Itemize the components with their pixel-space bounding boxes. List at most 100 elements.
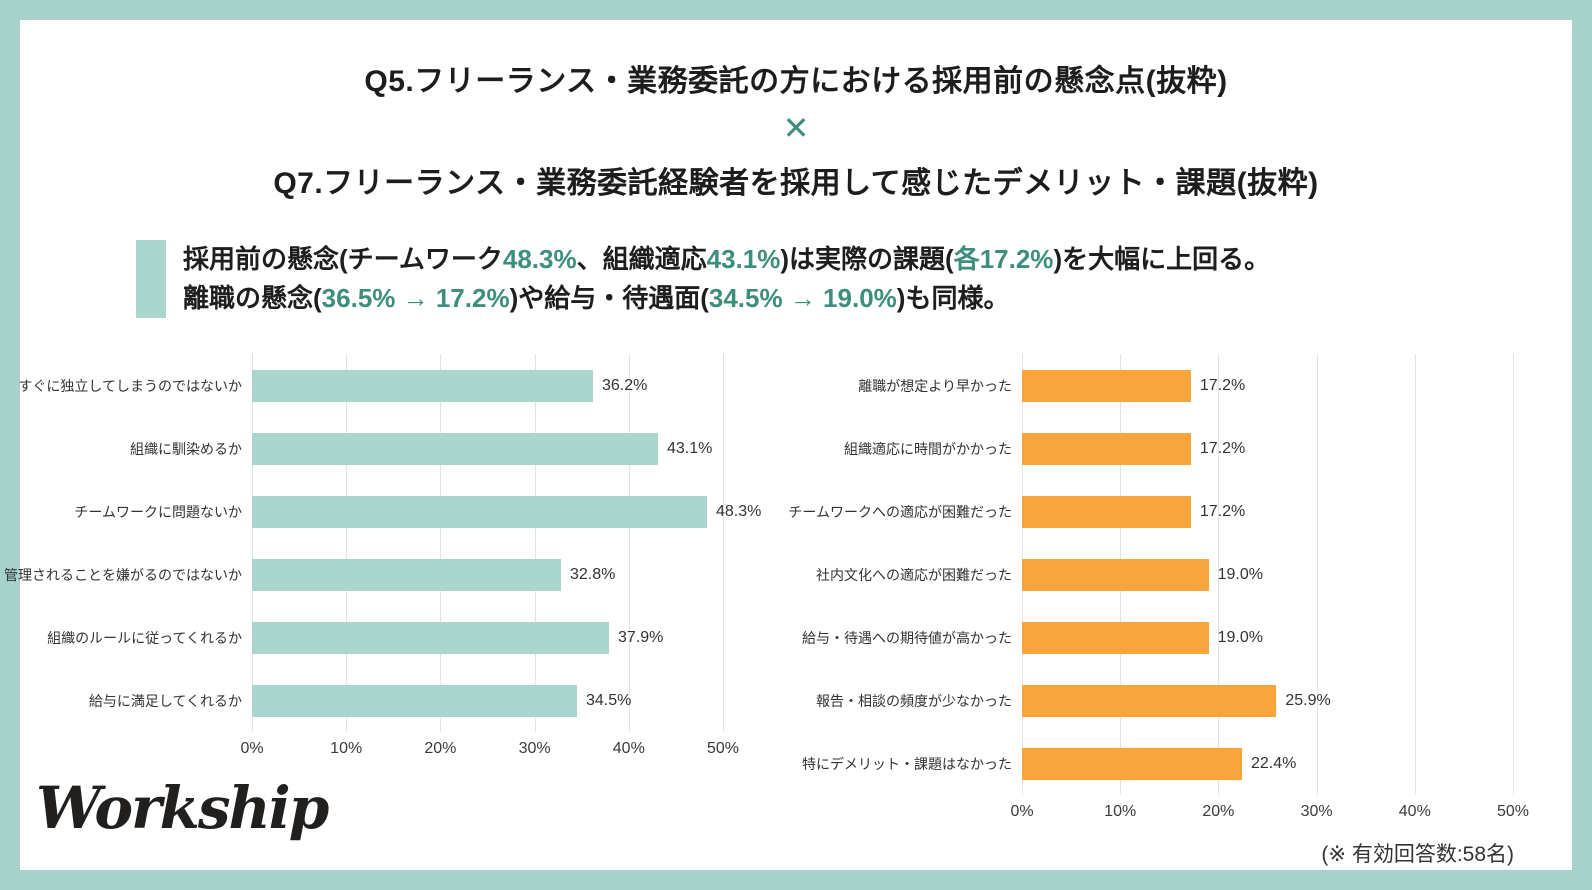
axis-tick: 50% [706,740,740,757]
bar-row: 34.5% [252,669,723,732]
gridline [1414,354,1416,795]
q5-title: Q5.フリーランス・業務委託の方における採用前の懸念点(抜粋) [364,65,1228,98]
category-label: 特にデメリット・課題はなかった [802,755,1012,772]
summary-highlight-value: 48.3% [502,244,577,274]
bar [252,432,658,465]
bars-and-grid: 17.2% 17.2% 17.2% 19.0% 19.0% 25.9% 22.4% [1022,354,1514,795]
summary-accent-bar [136,240,166,318]
bar-value-label: 25.9% [1285,691,1331,709]
valid-responses-note: (※ 有効回答数:58名) [1321,843,1514,866]
summary-highlight-value: 34.5% → 19.0% [708,283,897,313]
bar [1022,495,1191,528]
category-labels: 離職が想定より早かった 組織適応に時間がかかった チームワークへの適応が困難だった社… [788,354,1022,795]
bar-value-label: 43.1% [667,439,713,457]
pre-hiring-concerns-chart: すぐに独立してしまうのではないか 組織に馴染めるか チームワークに問題ないか 管理され… [4,354,761,762]
axis-tick: 20% [424,740,457,757]
bar-row: 17.2% [1022,480,1513,543]
bar-value-label: 48.3% [715,502,762,520]
bar [252,369,593,402]
x-axis: 0% 10% 20% 30% 40% 50% [240,732,739,762]
summary-segment: )を大幅に上回る。 [1053,244,1271,274]
summary-segment: )は実際の課題( [780,244,954,274]
x-axis: 0% 10% 20% 30% 40% 50% [1010,795,1529,825]
bar-row: 37.9% [252,606,723,669]
bar-value-label: 34.5% [585,691,632,709]
bar [1022,684,1277,717]
axis-tick: 20% [1202,803,1235,820]
plot-area: 17.2% 17.2% 17.2% 19.0% 19.0% 25.9% 22.4% 0% 10… [1010,354,1529,825]
bar-row: 36.2% [252,354,723,417]
summary-highlight-value: 43.1% [706,244,781,274]
summary-segment: 採用前の懸念(チームワーク [183,244,503,274]
bar [252,495,707,528]
bar [252,684,577,717]
category-label: すぐに独立してしまうのではないか [18,377,242,394]
axis-tick: 50% [1496,803,1530,820]
bar-row: 19.0% [1022,543,1513,606]
axis-tick: 30% [518,740,551,757]
bar-row: 22.4% [1022,732,1513,795]
gridline [440,354,442,732]
category-label: 給与・待遇への期待値が高かった [802,629,1012,646]
bar-value-label: 19.0% [1217,628,1263,646]
gridline [723,354,724,732]
summary-segment: 離職の懸念( [183,283,322,313]
bar-value-label: 36.2% [602,376,648,394]
bar-value-label: 17.2% [1199,376,1246,394]
gridline [1218,354,1220,795]
header: Q5.フリーランス・業務委託の方における採用前の懸念点(抜粋) ✕ Q7.フリー… [20,20,1572,202]
axis-tick: 10% [330,740,363,757]
bars-and-grid: 36.2% 43.1% 48.3% 32.8% 37.9% 34.5% [252,354,761,732]
bar-value-label: 22.4% [1250,754,1297,772]
q7-title: Q7.フリーランス・業務委託経験者を採用して感じたデメリット・課題(抜粋) [273,167,1319,200]
axis-tick: 0% [1010,803,1034,820]
bar-value-label: 17.2% [1199,502,1246,520]
bar-row: 32.8% [252,543,723,606]
summary-text: 採用前の懸念(チームワーク48.3%、組織適応43.1%)は実際の課題(各17.… [183,240,1270,318]
bar [1022,558,1209,591]
category-label: チームワークに問題ないか [74,503,242,520]
bar [1022,432,1191,465]
axis-tick: 30% [1300,803,1333,820]
category-label: 社内文化への適応が困難だった [816,566,1012,583]
bar-value-label: 17.2% [1199,439,1246,457]
bar-value-label: 37.9% [618,628,664,646]
summary-segment: )も同様。 [896,283,1010,313]
gridline [534,354,536,732]
category-label: 管理されることを嫌がるのではないか [4,566,242,583]
gridline [1316,354,1318,795]
summary-highlight-value: 36.5% → 17.2% [321,283,510,313]
bar-row: 43.1% [252,417,723,480]
category-label: 離職が想定より早かった [858,377,1012,394]
content-card: Q5.フリーランス・業務委託の方における採用前の懸念点(抜粋) ✕ Q7.フリー… [4,20,1572,870]
axis-tick: 40% [612,740,645,757]
bar-row: 17.2% [1022,417,1513,480]
category-label: 組織のルールに従ってくれるか [47,629,242,646]
bar-row: 17.2% [1022,354,1513,417]
category-labels: すぐに独立してしまうのではないか 組織に馴染めるか チームワークに問題ないか 管理され… [4,354,252,732]
post-hiring-issues-chart: 離職が想定より早かった 組織適応に時間がかかった チームワークへの適応が困難だった社… [788,354,1529,825]
category-label: 組織適応に時間がかかった [844,440,1012,457]
gridline [1513,354,1514,795]
bar [1022,369,1191,402]
axis-tick: 40% [1398,803,1431,820]
gridline [628,354,630,732]
summary-highlight-value: 各17.2% [953,244,1054,274]
cross-icon: ✕ [782,110,810,146]
bar-value-label: 19.0% [1217,565,1263,583]
bar [252,558,561,591]
summary-callout: 採用前の懸念(チームワーク48.3%、組織適応43.1%)は実際の課題(各17.… [136,240,1270,318]
category-label: 報告・相談の頻度が少なかった [816,692,1012,709]
workship-logo: Workship [36,774,329,842]
bar [1022,747,1242,780]
summary-line: 離職の懸念(36.5% → 17.2%)や給与・待遇面(34.5% → 19.0… [183,279,1270,318]
bar [1022,621,1209,654]
bar-row: 19.0% [1022,606,1513,669]
bar-row: 48.3% [252,480,761,543]
plot-area: 36.2% 43.1% 48.3% 32.8% 37.9% 34.5% 0% 10% 20% 3… [240,354,761,762]
gridline [346,354,348,732]
summary-segment: 、組織適応 [576,244,707,274]
summary-segment: )や給与・待遇面( [509,283,709,313]
category-label: 給与に満足してくれるか [88,692,242,709]
